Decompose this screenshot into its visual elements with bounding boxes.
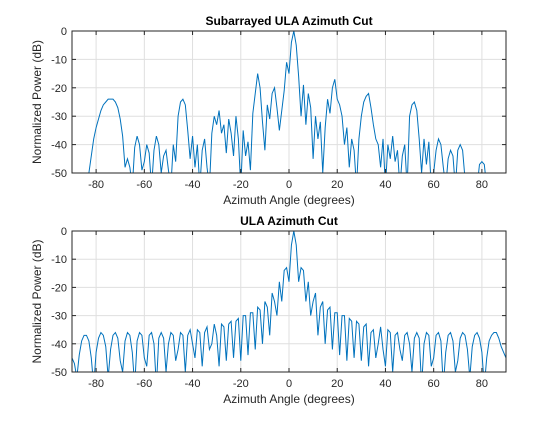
chart: -80 -60 -40 -20 0 20 40 60 80 -50 -40 -30 -20 -10 0 Sub… bbox=[30, 14, 507, 207]
y-tick-label: -50 bbox=[51, 168, 67, 180]
y-tick-label: -30 bbox=[51, 311, 67, 323]
x-tick-label: 40 bbox=[379, 179, 391, 191]
y-tick-label: -10 bbox=[51, 254, 67, 266]
x-tick-label: -20 bbox=[233, 179, 249, 191]
x-tick-label: 60 bbox=[428, 179, 440, 191]
y-axis-label: Normalized Power (dB) bbox=[30, 40, 44, 164]
x-tick-label: -80 bbox=[88, 179, 104, 191]
x-tick-label: -60 bbox=[136, 378, 152, 390]
chart-title: ULA Azimuth Cut bbox=[240, 214, 338, 228]
x-tick-label: 20 bbox=[331, 378, 343, 390]
x-tick-label: 40 bbox=[379, 378, 391, 390]
x-tick-label: 0 bbox=[286, 378, 292, 390]
y-tick-label: -40 bbox=[51, 339, 67, 351]
x-tick-label: 80 bbox=[476, 378, 488, 390]
chart-title: Subarrayed ULA Azimuth Cut bbox=[205, 14, 372, 28]
x-tick-label: 60 bbox=[428, 378, 440, 390]
x-tick-label: 20 bbox=[331, 179, 343, 191]
x-axis-label: Azimuth Angle (degrees) bbox=[223, 392, 354, 406]
y-tick-label: 0 bbox=[61, 226, 67, 238]
chart: -80 -60 -40 -20 0 20 40 60 80 -50 -40 -30 -20 -10 0 ULA… bbox=[30, 214, 507, 406]
y-tick-label: -50 bbox=[51, 367, 67, 379]
y-tick-label: -10 bbox=[51, 54, 67, 66]
y-tick-label: -20 bbox=[51, 282, 67, 294]
data-line bbox=[88, 31, 486, 173]
x-tick-label: -40 bbox=[185, 378, 201, 390]
data-line bbox=[72, 231, 506, 372]
x-tick-label: -80 bbox=[88, 378, 104, 390]
x-tick-label: -20 bbox=[233, 378, 249, 390]
y-tick-label: -20 bbox=[51, 83, 67, 95]
x-tick-label: -40 bbox=[185, 179, 201, 191]
x-tick-label: 0 bbox=[286, 179, 292, 191]
y-tick-label: -30 bbox=[51, 111, 67, 123]
y-tick-label: 0 bbox=[61, 26, 67, 38]
y-tick-label: -40 bbox=[51, 140, 67, 152]
x-tick-label: 80 bbox=[476, 179, 488, 191]
x-axis-label: Azimuth Angle (degrees) bbox=[223, 193, 354, 207]
x-tick-label: -60 bbox=[136, 179, 152, 191]
y-axis-label: Normalized Power (dB) bbox=[30, 239, 44, 363]
